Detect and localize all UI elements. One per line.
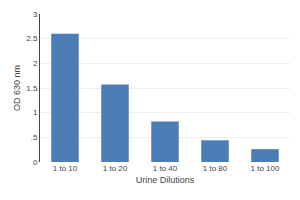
svg-text:1.5: 1.5 bbox=[26, 84, 38, 93]
svg-text:1: 1 bbox=[33, 108, 38, 117]
svg-text:1 to 20: 1 to 20 bbox=[103, 164, 128, 173]
svg-text:.5: .5 bbox=[31, 133, 38, 142]
svg-text:OD 630 nm: OD 630 nm bbox=[12, 65, 22, 111]
svg-text:2.5: 2.5 bbox=[26, 34, 38, 43]
svg-text:1 to 100: 1 to 100 bbox=[251, 164, 280, 173]
svg-text:1 to 80: 1 to 80 bbox=[203, 164, 228, 173]
svg-text:1 to 40: 1 to 40 bbox=[153, 164, 178, 173]
svg-text:1 to 10: 1 to 10 bbox=[53, 164, 78, 173]
svg-text:2: 2 bbox=[33, 59, 38, 68]
svg-text:3: 3 bbox=[33, 10, 38, 19]
svg-text:Urine Dilutions: Urine Dilutions bbox=[136, 175, 195, 185]
svg-text:0: 0 bbox=[33, 158, 38, 167]
